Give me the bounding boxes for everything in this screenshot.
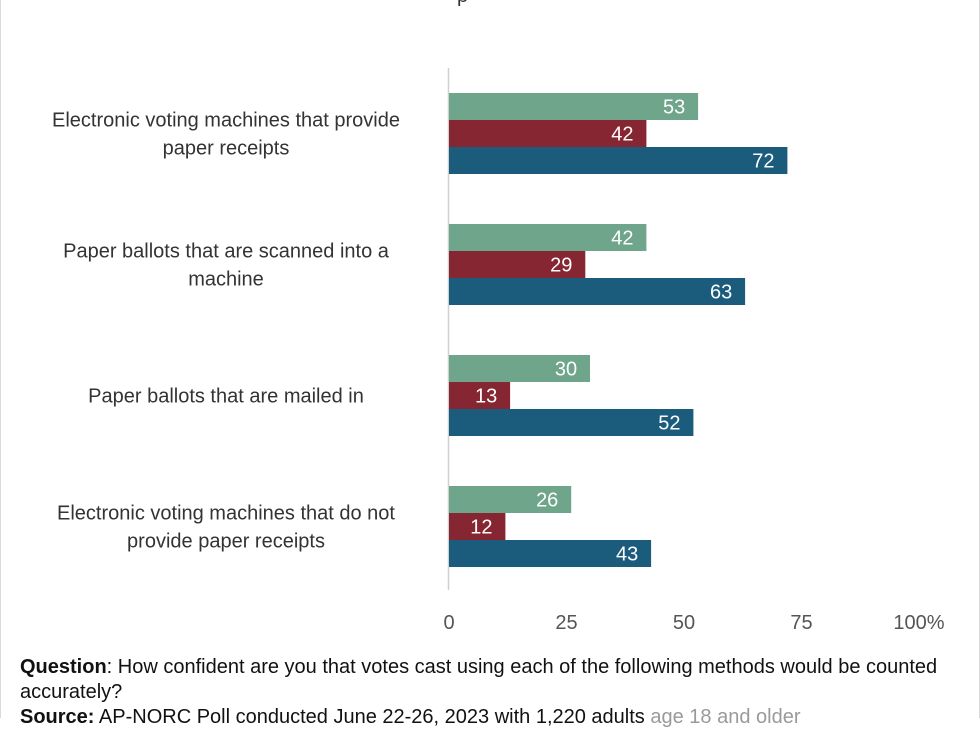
bar-chart: 53 42 72 42 29 63 30 13 52 26 12 43 Electronic voti… [52,0,945,634]
x-tick-label: 25 [555,612,577,634]
bar-value-label: 29 [550,255,572,277]
category-label: Electronic voting machines that provide p… [52,110,400,160]
bar-value-label: 12 [470,517,492,539]
bar [449,540,652,567]
category-labels-group: Electronic voting machines that provide p… [52,110,400,553]
question-note: Question: How confident are you that vot… [20,655,960,705]
bar [449,224,647,251]
bar [449,513,506,540]
source-label: Source: [20,706,95,728]
bar-value-label: 72 [752,151,774,173]
x-tick-label: 100% [893,612,944,634]
bar-value-label: 13 [475,386,497,408]
source-tail: age 18 and older [650,706,801,728]
bar [449,93,699,120]
question-label: Question [20,656,107,678]
bar [449,278,746,305]
bar-value-label: 42 [611,228,633,250]
bar [449,409,694,436]
bar [449,382,511,409]
bar [449,251,586,278]
x-tick-labels-group: 0 25 50 75 100% [443,612,944,634]
bars-group: 53 42 72 42 29 63 30 13 52 26 12 43 [449,93,788,567]
x-tick-label: 0 [443,612,454,634]
bar-value-label: 52 [658,413,680,435]
chart-footer: Question: How confident are you that vot… [20,655,960,730]
source-text: AP-NORC Poll conducted June 22-26, 2023 … [94,706,651,728]
bar-value-label: 43 [616,544,638,566]
question-text: : How confident are you that votes cast … [20,656,938,703]
source-note: Source: AP-NORC Poll conducted June 22-2… [20,705,960,730]
bar-value-label: 42 [611,124,633,146]
x-tick-label: 75 [790,612,812,634]
bar-value-label: 30 [555,359,577,381]
bar [449,355,590,382]
bar-value-label: 26 [536,490,558,512]
bar-value-label: 63 [710,282,732,304]
x-tick-label: 50 [673,612,695,634]
bar [449,147,788,174]
bar [449,120,647,147]
category-label: Paper ballots that are mailed in [88,386,364,408]
bar-value-label: 53 [663,97,685,119]
bar [449,486,572,513]
title-fragment: p [457,0,468,7]
category-label: Electronic voting machines that do not pr… [57,503,395,553]
category-label: Paper ballots that are scanned into a mac… [63,241,390,291]
